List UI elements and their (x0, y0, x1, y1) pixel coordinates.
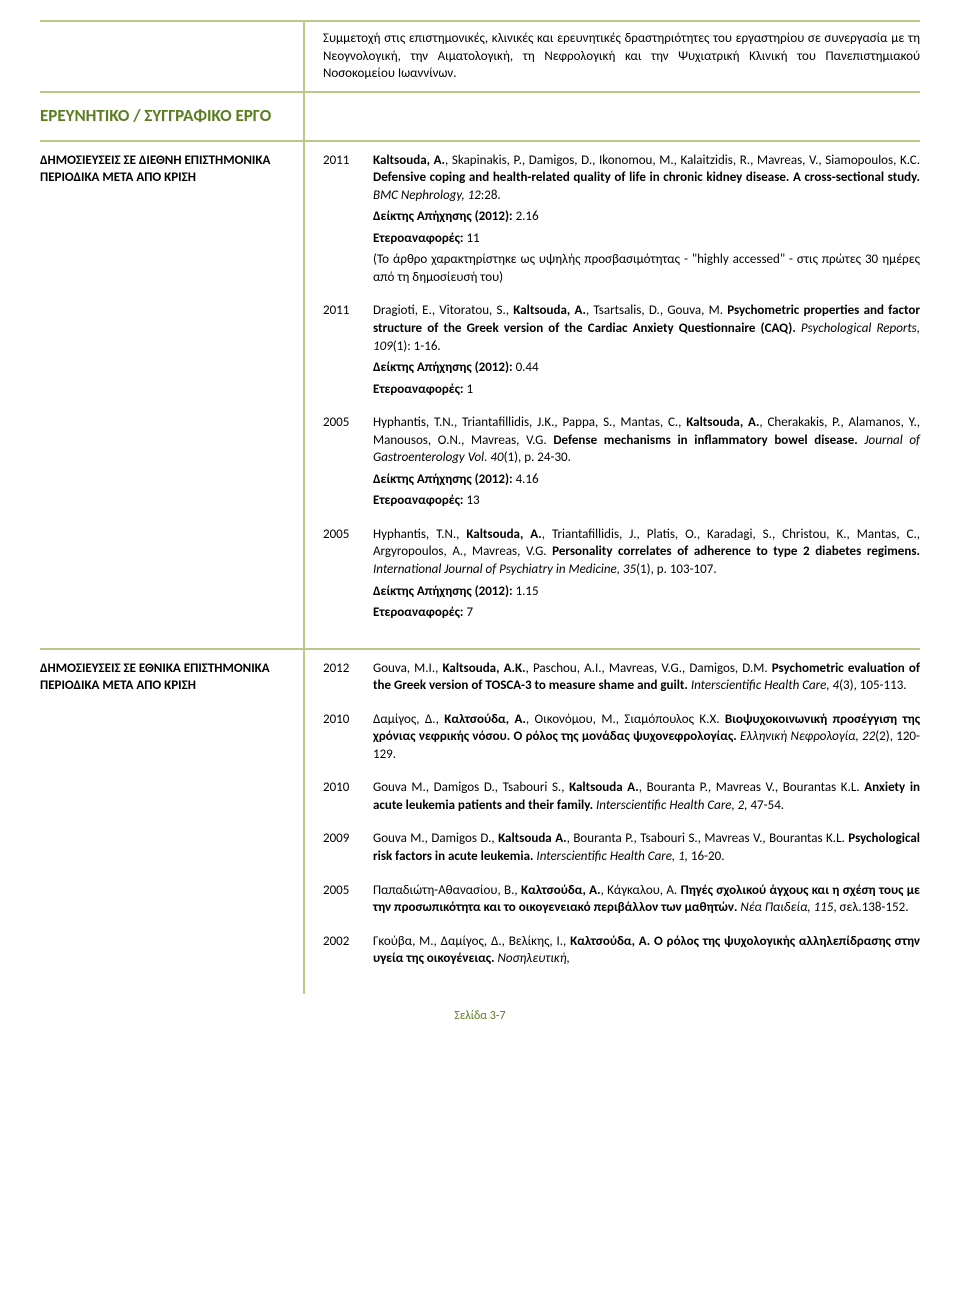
publication-entry: 2011Dragioti, E., Vitoratou, S., Kaltsou… (323, 302, 920, 402)
intl-pubs-heading: ΔΗΜΟΣΙΕΥΣΕΙΣ ΣΕ ΔΙΕΘΝΗ ΕΠΙΣΤΗΜΟΝΙΚΑ ΠΕΡΙ… (40, 152, 291, 187)
entry-year: 2009 (323, 830, 373, 869)
publication-entry: 2010Δαμίγος, Δ., Καλτσούδα, Α., Οικονόμο… (323, 711, 920, 768)
entry-year: 2011 (323, 152, 373, 291)
section-title: ΕΡΕΥΝΗΤΙΚΟ / ΣΥΓΓΡΑΦΙΚΟ ΕΡΓΟ (40, 99, 303, 134)
entry-year: 2010 (323, 779, 373, 818)
publication-entry: 2005Παπαδιώτη-Αθανασίου, Β., Καλτσούδα, … (323, 882, 920, 921)
entry-text: Gouva M., Damigos D., Tsabouri S., Kalts… (373, 779, 920, 818)
entry-year: 2002 (323, 933, 373, 972)
natl-pubs-heading: ΔΗΜΟΣΙΕΥΣΕΙΣ ΣΕ ΕΘΝΙΚΑ ΕΠΙΣΤΗΜΟΝΙΚΑ ΠΕΡΙ… (40, 660, 291, 695)
publication-entry: 2010Gouva M., Damigos D., Tsabouri S., K… (323, 779, 920, 818)
intl-pubs-block: ΔΗΜΟΣΙΕΥΣΕΙΣ ΣΕ ΔΙΕΘΝΗ ΕΠΙΣΤΗΜΟΝΙΚΑ ΠΕΡΙ… (40, 142, 920, 650)
entry-year: 2010 (323, 711, 373, 768)
publication-entry: 2009Gouva M., Damigos D., Kaltsouda A., … (323, 830, 920, 869)
entry-text: Dragioti, E., Vitoratou, S., Kaltsouda, … (373, 302, 920, 402)
entry-text: Hyphantis, T.N., Kaltsouda, A., Triantaf… (373, 526, 920, 626)
entry-text: Γκούβα, Μ., Δαμίγος, Δ., Βελίκης, Ι., Κα… (373, 933, 920, 972)
publication-entry: 2011Kaltsouda, A., Skapinakis, P., Damig… (323, 152, 920, 291)
entry-text: Παπαδιώτη-Αθανασίου, Β., Καλτσούδα, Α., … (373, 882, 920, 921)
section-header-row: ΕΡΕΥΝΗΤΙΚΟ / ΣΥΓΓΡΑΦΙΚΟ ΕΡΓΟ (40, 93, 920, 142)
publication-entry: 2005Hyphantis, T.N., Triantafillidis, J.… (323, 414, 920, 514)
entry-text: Δαμίγος, Δ., Καλτσούδα, Α., Οικονόμου, Μ… (373, 711, 920, 768)
entry-year: 2011 (323, 302, 373, 402)
intro-left-empty (40, 22, 305, 91)
entry-year: 2005 (323, 414, 373, 514)
entry-year: 2005 (323, 526, 373, 626)
entry-year: 2005 (323, 882, 373, 921)
entry-text: Gouva M., Damigos D., Kaltsouda A., Bour… (373, 830, 920, 869)
intro-text: Συμμετοχή στις επιστημονικές, κλινικές κ… (305, 22, 920, 91)
publication-entry: 2002Γκούβα, Μ., Δαμίγος, Δ., Βελίκης, Ι.… (323, 933, 920, 972)
natl-pubs-block: ΔΗΜΟΣΙΕΥΣΕΙΣ ΣΕ ΕΘΝΙΚΑ ΕΠΙΣΤΗΜΟΝΙΚΑ ΠΕΡΙ… (40, 650, 920, 994)
intro-block: Συμμετοχή στις επιστημονικές, κλινικές κ… (40, 20, 920, 93)
publication-entry: 2005Hyphantis, T.N., Kaltsouda, A., Tria… (323, 526, 920, 626)
publication-entry: 2012Gouva, M.I., Kaltsouda, A.K., Pascho… (323, 660, 920, 699)
entry-text: Kaltsouda, A., Skapinakis, P., Damigos, … (373, 152, 920, 291)
entry-text: Hyphantis, T.N., Triantafillidis, J.K., … (373, 414, 920, 514)
entry-text: Gouva, M.I., Kaltsouda, A.K., Paschou, A… (373, 660, 920, 699)
page-footer: Σελίδα 3-7 (40, 1008, 920, 1024)
entry-year: 2012 (323, 660, 373, 699)
